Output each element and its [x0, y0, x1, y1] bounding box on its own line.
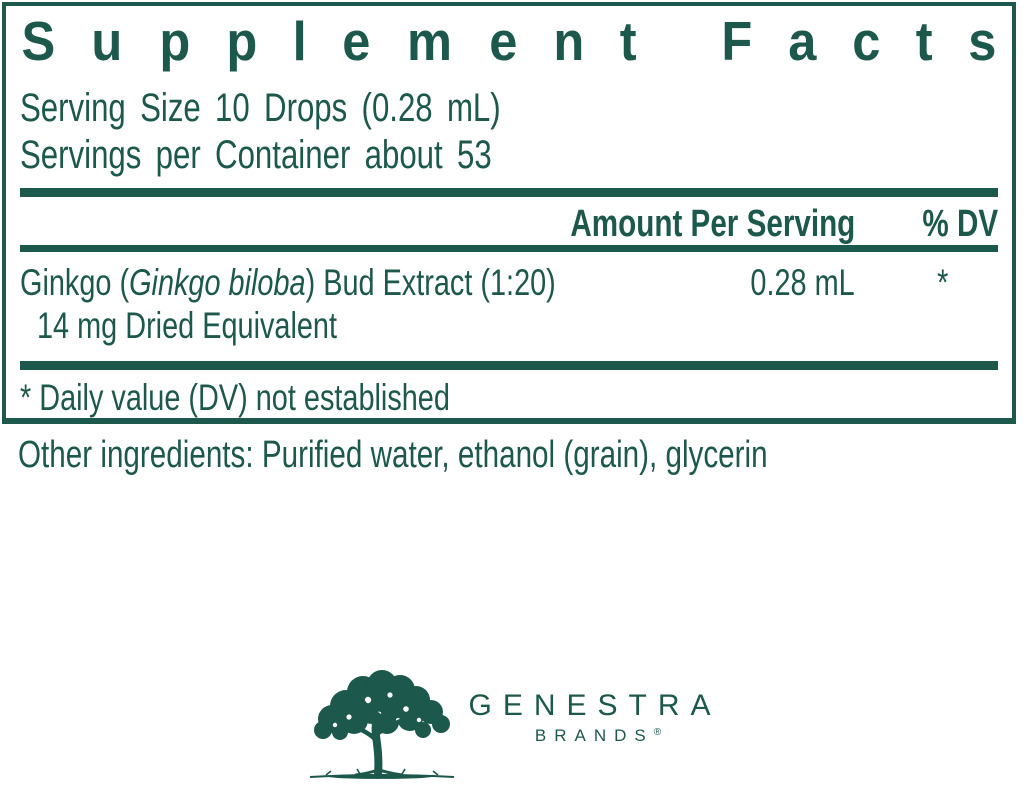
brand-name: GENESTRA [468, 688, 722, 722]
ingredient-dv: * [936, 262, 948, 303]
daily-value-footnote: * Daily value (DV) not established [20, 377, 450, 418]
ingredient-name: Ginkgo (Ginkgo biloba) Bud Extract (1:20… [20, 261, 721, 347]
serving-size-text: Serving Size 10 Drops (0.28 mL) [20, 88, 998, 128]
servings-per-container-value: Servings per Container about 53 [20, 133, 492, 177]
servings-per-container-text: Servings per Container about 53 [20, 135, 998, 175]
brand-sub: BRANDS® [534, 725, 662, 745]
serving-size-value: Serving Size 10 Drops (0.28 mL) [20, 86, 501, 130]
tree-icon [310, 670, 455, 779]
amount-per-serving-header: Amount Per Serving [570, 202, 855, 245]
divider-thick-bottom [20, 361, 998, 370]
brand-logo: GENESTRA BRANDS® [0, 662, 1024, 782]
brand-text-block: GENESTRA BRANDS® [468, 688, 722, 754]
registered-mark: ® [653, 726, 662, 738]
table-header-row: Amount Per Serving % DV [20, 203, 998, 245]
latin-name: Ginkgo biloba [129, 262, 306, 303]
divider-thick-top [20, 188, 998, 197]
ingredient-name-line2: 14 mg Dried Equivalent [37, 305, 337, 346]
ingredient-amount: 0.28 mL [750, 262, 855, 303]
divider-under-header [20, 245, 998, 252]
ingredient-row: Ginkgo (Ginkgo biloba) Bud Extract (1:20… [20, 261, 998, 347]
percent-dv-header: % DV [922, 202, 998, 245]
other-ingredients-text: Other ingredients: Purified water, ethan… [18, 434, 768, 476]
ingredient-name-line1: Ginkgo (Ginkgo biloba) Bud Extract (1:20… [20, 262, 556, 303]
